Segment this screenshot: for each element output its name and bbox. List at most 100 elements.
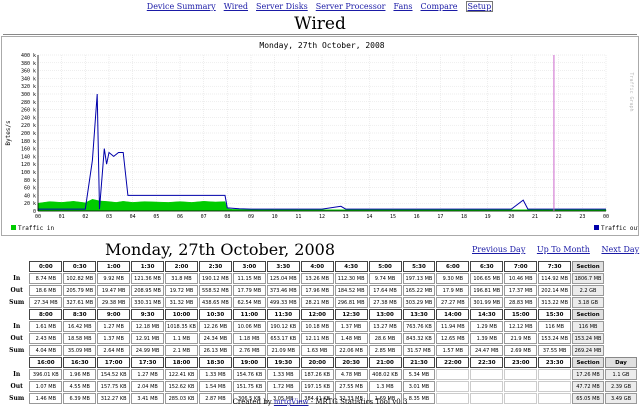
row-label: Sum [9,395,25,402]
data-cell: 26.13 MB [198,345,232,356]
data-cell [470,369,504,380]
data-cell: 438.65 MB [198,297,232,308]
data-cell: 330.31 MB [131,297,165,308]
data-cell: 1.1 MB [165,333,198,344]
nav-link-device-summary[interactable]: Device Summary [146,2,216,11]
data-cell: 1.46 MB [29,393,63,404]
nav-link-setup[interactable]: Setup [465,1,494,12]
data-cell: 24.99 MB [131,345,165,356]
data-cell: 1.72 MB [266,381,300,392]
x-tick-label: 21 [532,214,538,220]
title-divider [3,34,637,35]
data-cell: 121.36 MB [131,273,165,284]
data-cell: 19.72 MB [165,285,198,296]
data-cell: 16.42 MB [63,321,97,332]
y-tick-label: 20 k [24,201,36,207]
x-tick-label: 08 [224,214,230,220]
next-day-link[interactable]: Next Day [601,245,640,254]
y-tick-label: 0 [33,209,36,215]
row-label: Sum [9,347,25,354]
y-tick-label: 200 k [21,131,36,137]
time-header: 18:30 [198,357,232,368]
x-tick-label: 23 [579,214,585,220]
y-tick-label: 220 k [21,123,36,129]
data-cell: 12.12 MB [504,321,538,332]
day-total: 3.49 GB [604,393,637,404]
table-row: Out 1.07 MB 4.55 MB 157.75 KB 2.04 MB 152.62 … [5,381,637,392]
data-cell: 1.96 MB [63,369,97,380]
x-tick-label: 17 [437,214,443,220]
x-tick-label: 10 [272,214,278,220]
data-cell: 8.35 MB [402,393,436,404]
data-cell: 301.99 MB [470,297,504,308]
spacer-cell [605,261,637,272]
y-tick-label: 60 k [24,186,36,192]
data-cell: 2.69 MB [504,345,538,356]
data-cell: 306.5 KB [232,393,266,404]
time-header: 3:00 [232,261,266,272]
data-cell: 187.26 KB [300,369,334,380]
x-tick-label: 12 [319,214,325,220]
data-cell: 3.05 MB [266,393,300,404]
data-cell: 296.81 MB [334,297,368,308]
previous-day-link[interactable]: Previous Day [472,245,526,254]
nav-link-server-disks[interactable]: Server Disks [256,2,308,11]
nav-link-wired[interactable]: Wired [223,2,249,11]
x-tick-label: 11 [295,214,301,220]
nav-link-fans[interactable]: Fans [393,2,413,11]
time-header: 15:00 [504,309,538,320]
time-header: 16:00 [29,357,63,368]
time-header: 7:00 [504,261,538,272]
time-header-row: 0:00 0:30 1:00 1:30 2:00 2:30 3:00 3:30 4:00 4:30… [5,261,637,272]
data-cell: 312.27 KB [97,393,131,404]
footer-link[interactable]: mrtgView [273,398,309,406]
x-tick-label: 02 [82,214,88,220]
y-tick-label: 140 k [21,154,36,160]
spacer-cell [605,345,637,356]
time-header: 2:00 [165,261,198,272]
spacer-cell [605,297,637,308]
data-cell: 384.41 KB [300,393,334,404]
day-links: Previous Day Up To Month Next Day [472,245,640,254]
time-header: 12:30 [334,309,368,320]
data-cell: 32.33 MB [334,393,368,404]
y-tick-label: 80 k [24,178,36,184]
time-header: 20:00 [300,357,334,368]
data-cell: 1.33 MB [198,369,232,380]
x-tick-label: 15 [390,214,396,220]
data-cell: 27.38 MB [368,297,402,308]
time-header-row: 8:00 8:30 9:00 9:30 10:00 10:30 11:00 11:30 12:0… [5,309,637,320]
time-header: 19:00 [232,357,266,368]
up-to-month-link[interactable]: Up To Month [536,245,590,254]
data-cell: 11.94 MB [436,321,470,332]
footer-suffix: - MRTG Statistics Tool v0.3 [308,398,408,406]
data-cell: 13.26 MB [300,273,334,284]
spacer-cell [605,309,637,320]
data-cell: 18.58 MB [63,333,97,344]
data-cell: 35.09 MB [63,345,97,356]
series-traffic-out-line [38,93,606,210]
x-tick-label: 01 [59,214,65,220]
data-cell [504,393,538,404]
time-header: 14:30 [470,309,504,320]
time-header: 10:30 [198,309,232,320]
time-header: 2:30 [198,261,232,272]
section-total: 269.24 MB [572,345,604,356]
data-cell: 3.01 MB [402,381,436,392]
data-cell [470,381,504,392]
table-row: In 396.01 KB 1.96 MB 154.52 KB 1.27 MB 122.41… [5,369,637,380]
time-header: 8:00 [29,309,63,320]
section-total: 2.2 GB [572,285,604,296]
traffic-chart-svg: Monday, 27th October, 2008 0 20 k 40 k60 k 8… [5,41,638,232]
data-cell: 28.6 MB [368,333,402,344]
data-cell: 408.02 KB [368,369,402,380]
time-header: 21:00 [368,357,402,368]
data-cell: 1018.35 KB [165,321,198,332]
legend-swatch [594,225,599,230]
nav-link-compare[interactable]: Compare [420,2,458,11]
time-header: 16:30 [63,357,97,368]
data-cell: 285.03 KB [165,393,198,404]
time-header: 6:00 [436,261,470,272]
y-tick-label: 360 k [21,69,36,75]
nav-link-server-processor[interactable]: Server Processor [315,2,386,11]
